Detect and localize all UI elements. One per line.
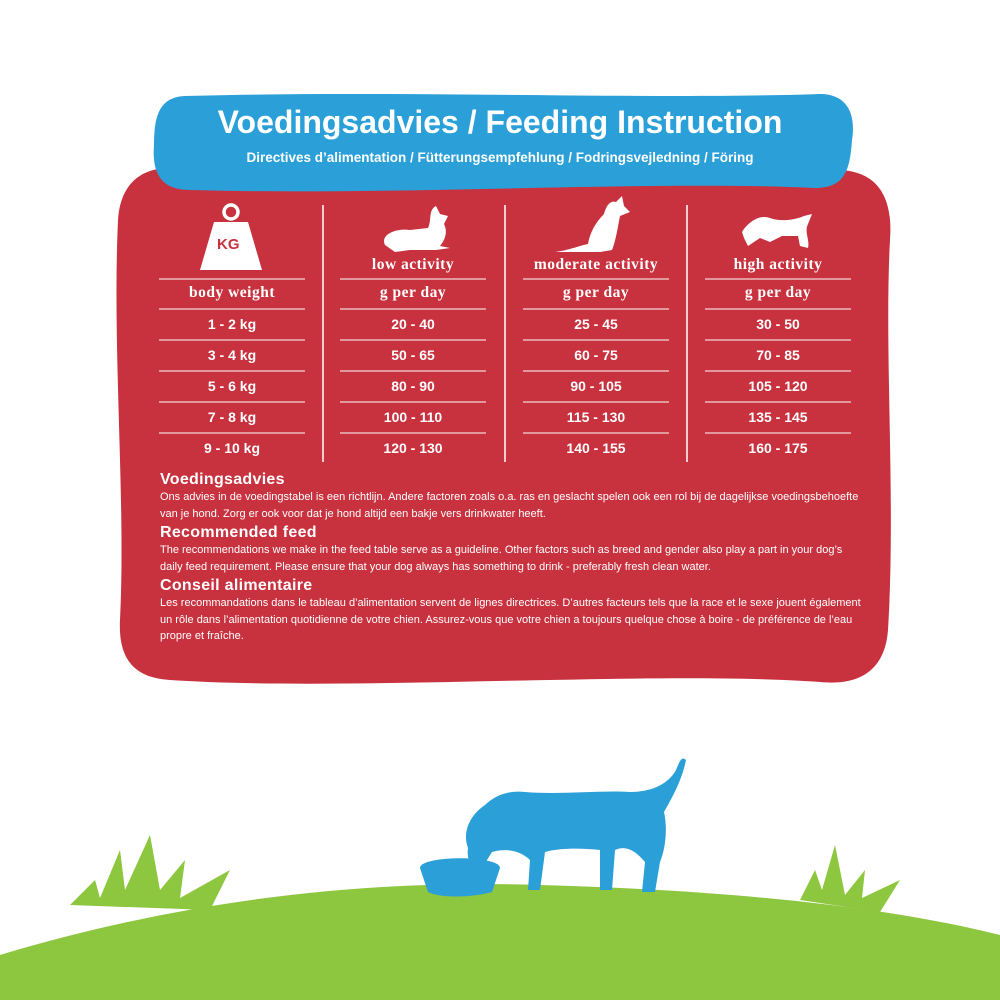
table-cell: 100 - 110 bbox=[383, 409, 443, 425]
note-text: Les recommandations dans le tableau d’al… bbox=[160, 597, 861, 642]
table-cell: 105 - 120 bbox=[748, 378, 808, 394]
bowl bbox=[420, 858, 500, 897]
table-cell: 140 - 155 bbox=[566, 440, 626, 456]
subtitle: Directives d’alimentation / Fütterungsem… bbox=[246, 150, 754, 165]
activity-label: high activity bbox=[733, 256, 823, 273]
activity-label: moderate activity bbox=[533, 256, 659, 273]
table-cell: 115 - 130 bbox=[566, 409, 626, 425]
title: Voedingsadvies / Feeding Instruction bbox=[217, 104, 783, 140]
grass-tuft bbox=[70, 835, 900, 912]
notes: Voedingsadvies Ons advies in de voedingst… bbox=[160, 471, 865, 647]
note-title: Conseil alimentaire bbox=[160, 577, 313, 594]
table-cell: 5 - 6 kg bbox=[207, 378, 257, 394]
column-header: g per day bbox=[744, 284, 812, 301]
table-panel bbox=[116, 165, 891, 684]
note-text: The recommendations we make in the feed … bbox=[160, 544, 843, 573]
note-text: Ons advies in de voedingstabel is een ri… bbox=[160, 491, 859, 520]
table-cell: 90 - 105 bbox=[570, 378, 622, 394]
table-cell: 120 - 130 bbox=[383, 440, 443, 456]
table-cell: 160 - 175 bbox=[748, 440, 808, 456]
grass-hill bbox=[0, 884, 1000, 1000]
table-cell: 9 - 10 kg bbox=[203, 440, 261, 456]
column-header: g per day bbox=[379, 284, 447, 301]
note-title: Recommended feed bbox=[160, 524, 317, 541]
sitting-dog-icon bbox=[555, 196, 630, 252]
activity-label: low activity bbox=[371, 256, 455, 273]
dog-silhouette bbox=[465, 758, 686, 892]
table-cell: 7 - 8 kg bbox=[207, 409, 257, 425]
column-header: g per day bbox=[562, 284, 630, 301]
column-header: body weight bbox=[188, 284, 276, 301]
title-banner bbox=[153, 94, 853, 192]
note-title: Voedingsadvies bbox=[160, 471, 285, 488]
table-cell: 80 - 90 bbox=[391, 378, 435, 394]
running-dog-icon bbox=[742, 214, 812, 248]
table-cell: 1 - 2 kg bbox=[207, 316, 257, 332]
weight-icon-label: KG bbox=[217, 236, 240, 253]
lying-dog-icon bbox=[384, 206, 450, 252]
table-cell: 20 - 40 bbox=[391, 316, 435, 332]
table-cell: 50 - 65 bbox=[391, 347, 435, 363]
dividers bbox=[322, 205, 688, 462]
table-cell: 30 - 50 bbox=[756, 316, 800, 332]
table-cell: 60 - 75 bbox=[574, 347, 618, 363]
weight-icon bbox=[200, 203, 262, 270]
table-cell: 3 - 4 kg bbox=[207, 347, 257, 363]
table-cell: 135 - 145 bbox=[748, 409, 808, 425]
table-cell: 25 - 45 bbox=[574, 316, 618, 332]
table-cell: 70 - 85 bbox=[756, 347, 800, 363]
